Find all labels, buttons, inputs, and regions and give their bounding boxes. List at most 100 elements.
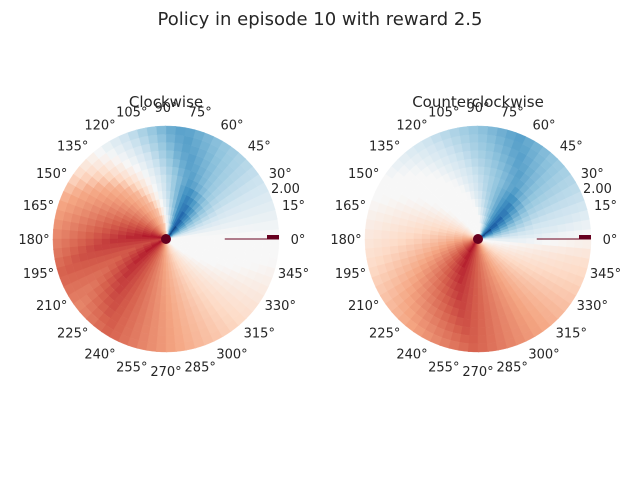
heatmap-cell [101, 233, 110, 240]
theta-tick-label-counterclockwise: 45° [560, 140, 583, 155]
heatmap-cell [197, 238, 207, 243]
heatmap-cell [471, 303, 479, 312]
heatmap-cell [165, 182, 172, 191]
heatmap-cell [158, 319, 168, 328]
theta-tick-label-clockwise: 270° [150, 365, 181, 380]
heatmap-cell [155, 343, 168, 353]
theta-tick-label-counterclockwise: 90° [466, 101, 489, 116]
heatmap-cell [413, 233, 422, 240]
theta-tick-label-counterclockwise: 345° [590, 267, 621, 282]
heatmap-cell [85, 231, 94, 241]
heatmap-cell [205, 238, 215, 244]
heatmap-cell [477, 166, 485, 175]
heatmap-cell [93, 232, 102, 240]
heatmap-cells-clockwise [52, 125, 280, 353]
heatmap-cell [469, 327, 480, 337]
theta-tick-label-clockwise: 75° [189, 106, 212, 121]
heatmap-cell [160, 287, 167, 296]
heatmap-cell [526, 238, 535, 245]
heatmap-cell [421, 233, 430, 240]
theta-tick-label-clockwise: 300° [216, 347, 247, 362]
heatmap-cell [477, 182, 484, 191]
theta-tick-label-counterclockwise: 120° [396, 119, 427, 134]
heatmap-cell [472, 295, 479, 304]
theta-tick-label-clockwise: 165° [23, 199, 54, 214]
polar-plot-counterclockwise: 2.00 0° 15° 30° 45° 60° 75° 90° 105°120° 135° 150… [330, 93, 621, 380]
theta-tick-label-clockwise: 255° [116, 361, 147, 376]
heatmap-cell [214, 238, 223, 245]
heatmap-cell [389, 231, 398, 241]
heatmap-cell [164, 150, 174, 159]
theta-tick-label-counterclockwise: 15° [594, 199, 617, 214]
theta-tick-label-clockwise: 90° [154, 101, 177, 116]
heatmap-cell [405, 232, 414, 240]
theta-tick-label-clockwise: 120° [84, 119, 115, 134]
theta-tick-label-clockwise: 15° [282, 199, 305, 214]
heatmap-cell [165, 166, 173, 175]
theta-tick-label-counterclockwise: 60° [532, 119, 555, 134]
heatmap-cell [467, 343, 480, 353]
heatmap-cell [158, 311, 168, 320]
theta-tick-label-counterclockwise: 135° [369, 140, 400, 155]
radial-tick-label: 2.00 [271, 182, 300, 197]
theta-tick-label-counterclockwise: 315° [556, 326, 587, 341]
theta-tick-label-counterclockwise: 75° [501, 106, 524, 121]
theta-tick-label-clockwise: 45° [248, 140, 271, 155]
theta-tick-label-counterclockwise: 210° [348, 299, 379, 314]
theta-tick-label-clockwise: 105° [116, 106, 147, 121]
theta-tick-label-counterclockwise: 300° [528, 347, 559, 362]
radial-tick-label: 2.00 [583, 182, 612, 197]
theta-tick-label-clockwise: 150° [36, 167, 67, 182]
heatmap-cell [470, 319, 480, 328]
theta-tick-label-counterclockwise: 285° [497, 361, 528, 376]
heatmap-cell [477, 174, 484, 183]
theta-labels-counterclockwise: 0° 15° 30° 45° 60° 75° 90° 105°120° 135° 150° 165°… [330, 101, 621, 380]
subplot-title-clockwise: Clockwise [129, 93, 203, 111]
heatmap-cell [476, 133, 488, 143]
heatmap-cell [468, 335, 480, 345]
heatmap-cell [189, 238, 199, 243]
heatmap-cell [517, 238, 527, 244]
figure-title: Policy in episode 10 with reward 2.5 [158, 9, 483, 30]
heatmap-cell [476, 141, 487, 151]
theta-tick-label-clockwise: 345° [278, 267, 309, 282]
theta-tick-label-clockwise: 0° [291, 233, 306, 248]
theta-tick-label-clockwise: 225° [57, 326, 88, 341]
heatmap-cell [52, 228, 62, 241]
theta-tick-label-counterclockwise: 225° [369, 326, 400, 341]
radial-tick-mark [267, 235, 279, 239]
theta-tick-label-counterclockwise: 0° [603, 233, 618, 248]
heatmap-cell [397, 231, 406, 241]
center-marker [473, 234, 483, 244]
theta-tick-label-clockwise: 60° [220, 119, 243, 134]
theta-tick-label-clockwise: 315° [244, 326, 275, 341]
heatmap-cell [509, 238, 519, 243]
theta-tick-label-clockwise: 330° [265, 299, 296, 314]
theta-tick-label-counterclockwise: 30° [581, 167, 604, 182]
heatmap-cell [68, 230, 78, 241]
heatmap-cell [164, 133, 176, 143]
heatmap-cell [165, 174, 172, 183]
heatmap-cell [77, 231, 86, 241]
heatmap-cell [476, 158, 486, 167]
radial-ticks-clockwise: 2.00 [224, 182, 300, 240]
heatmap-cell [60, 229, 70, 241]
polar-plot-clockwise: 2.00 0° 15° 30° 45° 60° 75° 90° 105°120° 135° 150… [18, 93, 309, 380]
heatmap-cell [164, 141, 175, 151]
theta-tick-label-counterclockwise: 330° [577, 299, 608, 314]
center-marker [161, 234, 171, 244]
heatmap-cell [157, 327, 168, 337]
heatmap-cell [156, 335, 168, 345]
theta-tick-label-counterclockwise: 165° [335, 199, 366, 214]
heatmap-cell [476, 150, 486, 159]
heatmap-cell [364, 228, 374, 241]
heatmap-cell [472, 287, 479, 296]
heatmap-cells-counterclockwise [364, 125, 592, 353]
theta-tick-label-clockwise: 195° [23, 267, 54, 282]
theta-tick-label-clockwise: 180° [18, 233, 49, 248]
heatmap-cell [160, 295, 167, 304]
theta-tick-label-counterclockwise: 255° [428, 361, 459, 376]
theta-tick-label-counterclockwise: 270° [462, 365, 493, 380]
theta-tick-label-clockwise: 30° [269, 167, 292, 182]
